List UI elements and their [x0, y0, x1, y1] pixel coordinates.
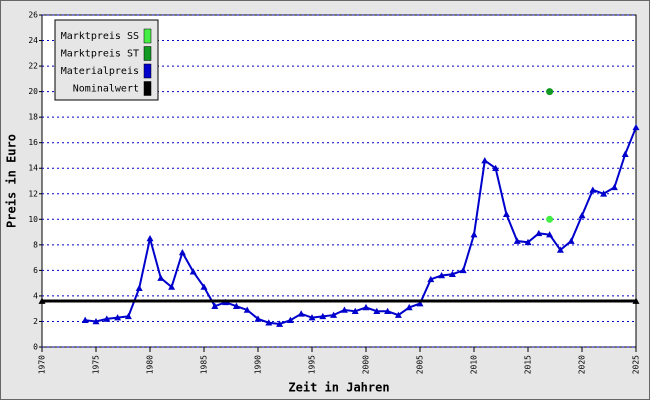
y-tick-label: 16: [28, 138, 38, 147]
y-tick-label: 20: [28, 87, 38, 96]
data-point: [492, 164, 500, 172]
data-point: [448, 270, 456, 278]
data-point: [513, 237, 521, 244]
data-point: [243, 306, 251, 313]
y-tick-label: 4: [33, 291, 38, 300]
data-point: [157, 274, 165, 281]
data-point: [232, 302, 240, 309]
data-point: [124, 312, 132, 320]
series-line: [85, 126, 637, 326]
y-tick-label: 8: [33, 240, 38, 249]
legend-label: Materialpreis: [61, 66, 139, 77]
data-point: [556, 246, 564, 253]
data-point: [211, 302, 219, 309]
data-point: [546, 88, 554, 96]
x-axis-title: Zeit in Jahren: [288, 381, 389, 395]
data-point: [38, 297, 46, 304]
data-point: [168, 283, 176, 290]
data-point: [578, 211, 586, 219]
x-tick-label: 2000: [362, 355, 371, 374]
data-point: [265, 319, 273, 326]
legend-label: Nominalwert: [73, 84, 139, 95]
x-tick-label: 2010: [470, 355, 479, 374]
legend-label: Marktpreis ST: [61, 49, 139, 60]
y-tick-label: 10: [28, 215, 38, 224]
data-point: [632, 297, 640, 304]
x-tick-label: 1970: [38, 355, 47, 374]
data-point: [340, 306, 348, 313]
data-point: [146, 234, 154, 242]
data-point: [589, 186, 597, 193]
legend-swatch: [143, 81, 152, 96]
legend-swatch: [143, 28, 152, 44]
data-point: [276, 320, 284, 327]
x-tick-label: 1975: [92, 355, 101, 374]
data-point: [189, 268, 197, 275]
y-tick-label: 14: [28, 164, 38, 173]
data-point: [319, 312, 327, 320]
legend-swatch: [143, 63, 152, 79]
data-point: [384, 307, 392, 315]
data-point: [330, 311, 338, 318]
data-point: [632, 123, 640, 131]
y-tick-label: 24: [28, 36, 38, 45]
x-tick-label: 1985: [200, 355, 209, 374]
data-point: [362, 303, 370, 311]
data-point: [286, 316, 294, 323]
y-tick-label: 6: [33, 266, 38, 275]
x-tick-label: 2015: [524, 355, 533, 374]
y-tick-label: 18: [28, 113, 38, 122]
data-point: [459, 266, 467, 274]
data-point: [427, 275, 435, 283]
data-point: [308, 314, 316, 321]
data-point: [297, 310, 305, 317]
data-point: [502, 210, 510, 217]
data-point: [416, 300, 424, 307]
data-point: [394, 311, 402, 318]
y-tick-label: 12: [28, 189, 38, 198]
y-tick-label: 26: [28, 11, 38, 20]
legend-label: Marktpreis SS: [61, 31, 139, 42]
data-point: [546, 215, 554, 223]
y-tick-label: 2: [33, 317, 38, 326]
data-point: [481, 157, 489, 164]
data-point: [114, 314, 122, 321]
x-tick-label: 1995: [308, 355, 317, 374]
data-point: [351, 307, 359, 315]
data-point: [81, 316, 89, 323]
legend: Marktpreis SS Marktpreis ST Materialpreis N…: [54, 19, 159, 101]
data-point: [621, 150, 629, 157]
data-point: [524, 238, 532, 246]
data-point: [405, 303, 413, 311]
data-point: [92, 317, 100, 325]
data-point: [546, 231, 554, 238]
x-tick-label: 1980: [146, 355, 155, 374]
x-tick-label: 2025: [632, 355, 641, 374]
x-tick-label: 2005: [416, 355, 425, 374]
data-point: [535, 229, 543, 237]
data-point: [254, 315, 262, 322]
data-point: [600, 190, 608, 197]
legend-box: [54, 19, 159, 101]
data-point: [438, 271, 446, 279]
data-point: [103, 315, 111, 322]
x-tick-label: 2020: [578, 355, 587, 374]
data-point: [610, 183, 618, 191]
data-point: [470, 231, 478, 238]
data-point: [567, 237, 575, 244]
data-point: [178, 249, 186, 256]
x-tick-label: 1990: [254, 355, 263, 374]
y-tick-label: 22: [28, 62, 38, 71]
data-point: [373, 307, 381, 315]
data-point: [135, 284, 143, 292]
y-axis-title: Preis in Euro: [5, 134, 19, 228]
y-tick-label: 0: [33, 343, 38, 352]
data-point: [200, 283, 208, 290]
legend-swatch: [143, 46, 152, 61]
